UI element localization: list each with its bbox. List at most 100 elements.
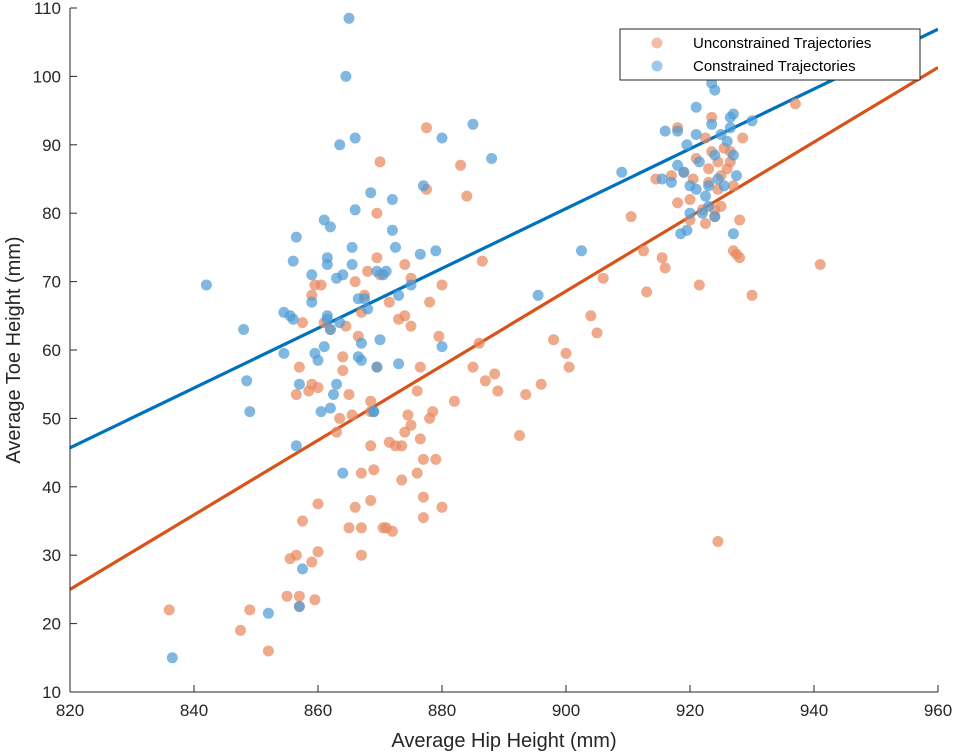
data-point bbox=[430, 245, 442, 257]
data-point bbox=[455, 159, 467, 171]
data-point bbox=[693, 156, 705, 168]
data-point bbox=[374, 334, 386, 346]
data-point bbox=[390, 241, 401, 253]
data-point bbox=[293, 601, 305, 612]
data-point bbox=[241, 375, 253, 387]
data-point bbox=[424, 296, 436, 308]
data-point bbox=[355, 549, 367, 561]
data-point bbox=[321, 310, 333, 322]
data-point bbox=[576, 245, 587, 257]
data-point bbox=[396, 440, 408, 452]
data-point bbox=[362, 265, 374, 277]
data-point bbox=[597, 272, 609, 284]
y-tick-label: 100 bbox=[33, 67, 61, 86]
legend-marker-constrained bbox=[651, 60, 663, 72]
data-point bbox=[734, 252, 746, 264]
data-point bbox=[324, 324, 336, 335]
y-axis-title: Average Toe Height (mm) bbox=[3, 236, 25, 463]
data-point bbox=[585, 310, 597, 322]
data-point bbox=[616, 166, 628, 178]
data-point bbox=[417, 512, 429, 524]
y-ticks: 10 20 30 40 50 60 70 80 90 100 110 bbox=[33, 0, 77, 702]
data-point bbox=[467, 118, 479, 130]
data-point bbox=[709, 84, 721, 96]
x-tick-label: 880 bbox=[428, 701, 456, 720]
data-point bbox=[349, 132, 361, 144]
data-point bbox=[262, 607, 274, 619]
data-point bbox=[355, 522, 367, 534]
legend-label-unconstrained: Unconstrained Trajectories bbox=[693, 35, 871, 52]
data-point bbox=[371, 361, 383, 373]
data-point bbox=[355, 337, 367, 349]
data-point bbox=[371, 252, 383, 264]
data-point bbox=[405, 320, 417, 332]
data-point bbox=[349, 276, 361, 288]
data-point bbox=[365, 395, 377, 407]
data-point bbox=[414, 361, 426, 373]
data-point bbox=[656, 252, 668, 264]
data-point bbox=[297, 317, 308, 329]
x-ticks: 820 840 860 880 900 920 940 960 bbox=[56, 685, 952, 720]
data-point bbox=[343, 12, 355, 24]
data-point bbox=[681, 139, 693, 151]
data-point bbox=[625, 211, 637, 223]
x-tick-label: 860 bbox=[304, 701, 332, 720]
data-point bbox=[309, 594, 321, 606]
data-point bbox=[724, 122, 736, 134]
data-points bbox=[163, 12, 826, 664]
data-point bbox=[727, 228, 739, 240]
data-point bbox=[396, 474, 408, 486]
data-point bbox=[346, 259, 358, 270]
data-point bbox=[746, 115, 758, 127]
legend-marker-unconstrained bbox=[651, 37, 663, 49]
data-point bbox=[312, 382, 324, 394]
y-tick-label: 80 bbox=[42, 204, 61, 223]
data-point bbox=[411, 467, 423, 479]
data-point bbox=[659, 262, 671, 274]
data-point bbox=[306, 296, 318, 308]
data-point bbox=[163, 604, 175, 616]
data-point bbox=[278, 347, 290, 359]
data-point bbox=[365, 495, 377, 506]
data-point bbox=[476, 255, 488, 267]
data-point bbox=[290, 549, 302, 561]
data-point bbox=[690, 183, 702, 195]
data-point bbox=[492, 385, 504, 397]
data-point bbox=[703, 163, 715, 175]
data-point bbox=[672, 197, 684, 209]
x-tick-label: 820 bbox=[56, 701, 84, 720]
series-constrained bbox=[166, 12, 758, 664]
data-point bbox=[359, 293, 370, 305]
data-point bbox=[166, 652, 178, 664]
data-point bbox=[641, 286, 653, 298]
data-point bbox=[383, 296, 395, 308]
data-point bbox=[343, 389, 355, 400]
data-point bbox=[287, 313, 299, 325]
data-point bbox=[535, 378, 547, 390]
data-point bbox=[712, 536, 724, 547]
data-point bbox=[343, 522, 355, 534]
data-point bbox=[293, 590, 305, 602]
data-point bbox=[690, 101, 702, 113]
data-point bbox=[355, 354, 367, 366]
data-point bbox=[548, 334, 560, 346]
data-point bbox=[700, 190, 711, 202]
data-point bbox=[665, 176, 677, 188]
data-point bbox=[563, 361, 575, 373]
data-point bbox=[386, 224, 398, 236]
data-point bbox=[374, 156, 386, 168]
data-point bbox=[380, 265, 392, 277]
data-point bbox=[417, 453, 429, 465]
data-point bbox=[312, 498, 324, 510]
data-point bbox=[337, 269, 349, 281]
y-tick-label: 70 bbox=[42, 273, 61, 292]
data-point bbox=[318, 341, 330, 353]
data-point bbox=[672, 125, 684, 137]
data-point bbox=[721, 135, 733, 147]
data-point bbox=[436, 279, 448, 291]
data-point bbox=[368, 406, 380, 418]
x-tick-label: 960 bbox=[924, 701, 952, 720]
data-point bbox=[684, 207, 696, 219]
data-point bbox=[324, 402, 336, 414]
